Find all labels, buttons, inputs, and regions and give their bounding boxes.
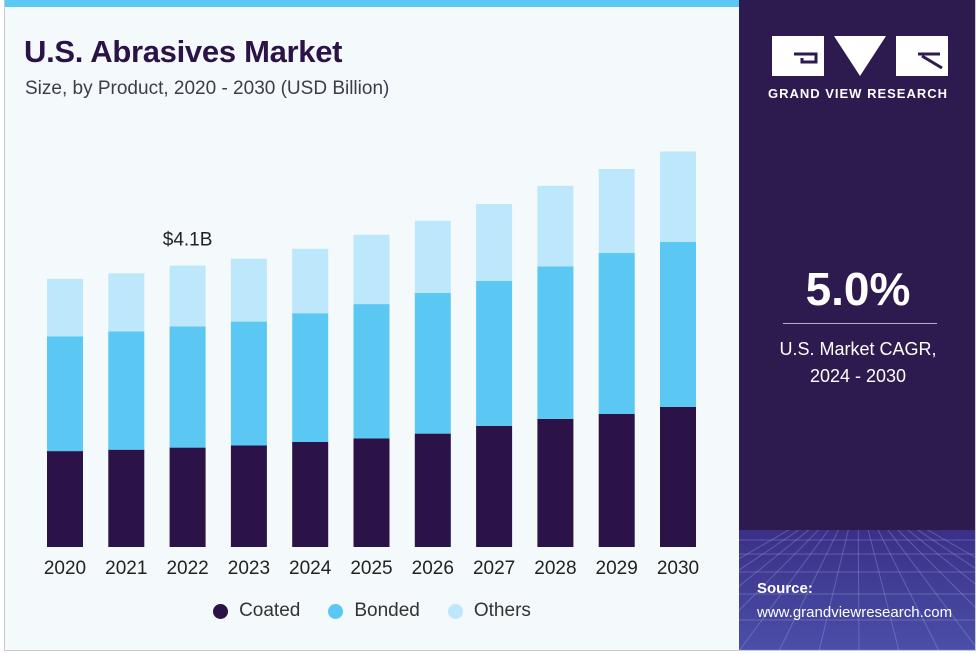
bar-others-2023 — [230, 258, 267, 322]
bar-coated-2026 — [414, 433, 451, 547]
legend-item-coated: Coated — [213, 600, 300, 622]
infographic: U.S. Abrasives Market Size, by Product, … — [4, 0, 976, 651]
bar-coated-2023 — [230, 445, 267, 547]
page-subtitle: Size, by Product, 2020 - 2030 (USD Billi… — [25, 78, 390, 99]
x-tick-label-2025: 2025 — [350, 558, 392, 579]
sidebar-panel: GRAND VIEW RESEARCH 5.0% U.S. Market CAG… — [739, 0, 975, 650]
cagr-value: 5.0% — [805, 263, 911, 315]
source-title: Source: — [757, 580, 813, 597]
bar-coated-2027 — [476, 425, 513, 547]
legend-swatch-coated — [213, 603, 229, 619]
bar-bonded-2020 — [47, 336, 83, 452]
divider — [783, 323, 937, 324]
bar-coated-2020 — [47, 451, 83, 547]
x-tick-label-2021: 2021 — [105, 558, 147, 579]
bar-coated-2021 — [108, 449, 145, 547]
bar-bonded-2025 — [353, 304, 390, 439]
bar-others-2024 — [292, 248, 329, 314]
x-tick-label-2024: 2024 — [289, 558, 332, 579]
bar-bonded-2026 — [414, 292, 451, 434]
grid-pattern — [739, 530, 975, 650]
bar-bonded-2022 — [169, 326, 206, 448]
cagr-label-line-2: 2024 - 2030 — [809, 366, 907, 386]
page-title: U.S. Abrasives Market — [24, 34, 343, 69]
legend-label-coated: Coated — [239, 600, 301, 621]
gvr-logo-icon — [772, 36, 948, 76]
bar-others-2027 — [476, 204, 513, 281]
cagr-label-line-1: U.S. Market CAGR, — [779, 339, 937, 359]
bar-bonded-2027 — [476, 281, 513, 426]
bar-others-2025 — [353, 234, 390, 305]
bar-coated-2028 — [537, 418, 574, 547]
source-background — [739, 530, 975, 650]
legend-item-others: Others — [447, 600, 531, 622]
bar-coated-2024 — [292, 442, 329, 547]
bar-others-2021 — [108, 273, 145, 332]
bar-coated-2029 — [598, 414, 635, 547]
accent-bar — [5, 0, 739, 7]
x-tick-label-2023: 2023 — [228, 558, 270, 579]
bar-bonded-2021 — [108, 331, 145, 450]
bar-bonded-2024 — [292, 313, 329, 442]
bar-others-2022 — [169, 265, 206, 327]
brand-name: GRAND VIEW RESEARCH — [767, 86, 949, 101]
bar-others-2030 — [660, 151, 696, 242]
chart-panel: U.S. Abrasives Market Size, by Product, … — [5, 0, 739, 650]
x-tick-label-2029: 2029 — [596, 558, 638, 579]
bar-coated-2022 — [169, 447, 206, 547]
bar-coated-2025 — [353, 438, 390, 547]
source-url[interactable]: www.grandviewresearch.com — [757, 604, 953, 621]
chart-legend: Coated Bonded Others — [5, 600, 739, 622]
bar-others-2020 — [47, 278, 83, 337]
x-tick-label-2020: 2020 — [44, 558, 86, 579]
legend-swatch-bonded — [328, 603, 344, 619]
legend-label-bonded: Bonded — [354, 600, 420, 621]
legend-swatch-others — [447, 603, 463, 619]
bar-others-2028 — [537, 185, 574, 267]
bar-bonded-2023 — [230, 321, 267, 446]
bar-coated-2030 — [660, 407, 696, 547]
x-tick-label-2022: 2022 — [166, 558, 208, 579]
bar-bonded-2030 — [660, 241, 696, 407]
x-tick-label-2026: 2026 — [412, 558, 454, 579]
data-label-2022: $4.1B — [163, 230, 213, 251]
bar-bonded-2028 — [537, 266, 574, 419]
bar-others-2026 — [414, 220, 451, 293]
bar-bonded-2029 — [598, 253, 635, 414]
legend-item-bonded: Bonded — [328, 600, 420, 622]
x-tick-label-2027: 2027 — [473, 558, 515, 579]
bar-others-2029 — [598, 169, 635, 253]
stacked-bar-chart: 2020 2021 2022 $4.1B 2023 2024 2025 2026 2027 202… — [44, 151, 699, 579]
x-tick-label-2028: 2028 — [534, 558, 576, 579]
legend-label-others: Others — [473, 600, 531, 621]
x-tick-label-2030: 2030 — [657, 558, 699, 579]
cagr-label: U.S. Market CAGR, 2024 - 2030 — [739, 336, 975, 390]
